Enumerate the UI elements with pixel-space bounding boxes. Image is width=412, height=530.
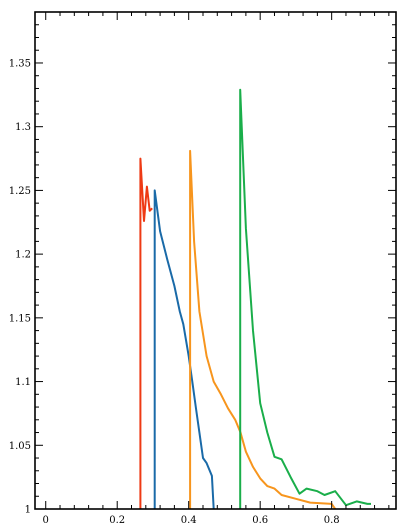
series-line-4 (240, 90, 371, 509)
tick-layer (35, 12, 396, 509)
x-tick-label: 0 (43, 515, 49, 526)
y-tick-label: 1.2 (15, 250, 31, 261)
series-line-1 (140, 159, 152, 509)
plot-frame (35, 12, 396, 509)
y-tick-label: 1.1 (15, 377, 31, 388)
x-tick-label: 0.8 (324, 515, 340, 526)
y-tick-label: 1.3 (15, 122, 31, 133)
tick-label-layer: 0 0.2 0.4 0.6 0.8 1 1.05 1.1 1.15 1.2 1.25 1.3 1.35 (9, 58, 340, 526)
x-tick-label: 0.4 (181, 515, 197, 526)
series-layer (140, 90, 371, 509)
y-tick-label: 1.05 (9, 441, 31, 452)
x-tick-label: 0.6 (252, 515, 268, 526)
x-tick-label: 0.2 (109, 515, 125, 526)
y-tick-label: 1.35 (9, 58, 31, 69)
y-tick-label: 1.25 (9, 186, 31, 197)
series-line-3 (190, 151, 335, 509)
y-tick-label: 1.15 (9, 313, 31, 324)
y-tick-label: 1 (25, 505, 31, 516)
